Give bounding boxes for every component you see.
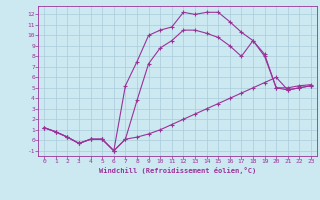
X-axis label: Windchill (Refroidissement éolien,°C): Windchill (Refroidissement éolien,°C) <box>99 167 256 174</box>
